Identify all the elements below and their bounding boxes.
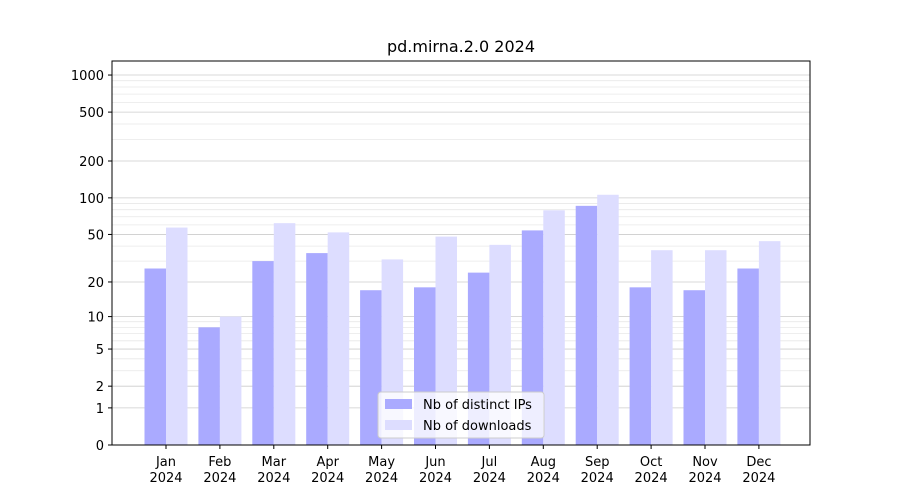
bar-distinct-ips bbox=[575, 205, 598, 445]
x-tick-label-month: Feb bbox=[208, 455, 231, 470]
x-tick-label-year: 2024 bbox=[688, 471, 721, 486]
x-tick-label-year: 2024 bbox=[581, 471, 614, 486]
bar-downloads bbox=[273, 223, 296, 445]
bar-distinct-ips bbox=[252, 261, 274, 445]
y-tick-label: 20 bbox=[87, 276, 104, 291]
bar-distinct-ips bbox=[306, 253, 328, 445]
x-tick-label-month: Jan bbox=[155, 455, 176, 470]
bars bbox=[144, 194, 781, 445]
y-tick-label: 200 bbox=[79, 155, 104, 170]
x-tick-label-month: Aug bbox=[531, 455, 556, 470]
bar-distinct-ips bbox=[144, 268, 166, 445]
x-tick-label-month: Mar bbox=[262, 455, 287, 470]
chart-title: pd.mirna.2.0 2024 bbox=[387, 37, 535, 56]
y-tick-label: 50 bbox=[87, 228, 104, 243]
y-tick-label: 2 bbox=[96, 380, 104, 395]
x-tick-label-month: Nov bbox=[692, 455, 718, 470]
bar-downloads bbox=[597, 194, 619, 445]
plot-frame bbox=[111, 60, 811, 446]
bar-downloads bbox=[166, 227, 188, 445]
bar-downloads bbox=[705, 250, 727, 445]
x-tick-label-year: 2024 bbox=[365, 471, 398, 486]
bar-distinct-ips bbox=[629, 287, 652, 445]
legend: Nb of distinct IPs Nb of downloads bbox=[377, 391, 545, 439]
legend-label-downloads: Nb of downloads bbox=[423, 419, 532, 434]
x-tick-label-month: Jun bbox=[424, 455, 445, 470]
y-axis: 0 1 2 5 10 20 50 100 200 500 1000 bbox=[71, 69, 112, 454]
bar-distinct-ips bbox=[521, 230, 544, 445]
x-axis: Jan2024Feb2024Mar2024Apr2024May2024Jun20… bbox=[149, 445, 775, 486]
y-tick-label: 0 bbox=[96, 439, 104, 454]
x-tick-label-month: Dec bbox=[746, 455, 771, 470]
x-tick-label-year: 2024 bbox=[419, 471, 452, 486]
bar-distinct-ips bbox=[737, 268, 759, 445]
bar-downloads bbox=[219, 316, 242, 445]
x-tick-label-year: 2024 bbox=[203, 471, 236, 486]
x-tick-label-month: Oct bbox=[640, 455, 662, 470]
y-tick-label: 10 bbox=[87, 311, 104, 326]
bar-downloads bbox=[758, 241, 781, 445]
x-tick-label-month: Sep bbox=[585, 455, 610, 470]
x-tick-label-year: 2024 bbox=[149, 471, 182, 486]
bar-downloads bbox=[543, 210, 565, 445]
x-tick-label-month: Jul bbox=[481, 455, 498, 470]
y-tick-label: 500 bbox=[79, 106, 104, 121]
bar-distinct-ips bbox=[683, 290, 705, 445]
bar-distinct-ips bbox=[360, 290, 382, 445]
x-tick-label-month: May bbox=[368, 455, 395, 470]
x-tick-label-year: 2024 bbox=[311, 471, 344, 486]
bar-distinct-ips bbox=[198, 327, 220, 445]
legend-label-distinct-ips: Nb of distinct IPs bbox=[423, 398, 532, 413]
y-tick-label: 1000 bbox=[71, 69, 104, 84]
legend-swatch-downloads bbox=[385, 420, 412, 430]
bar-downloads bbox=[327, 232, 350, 445]
bar-downloads bbox=[651, 250, 673, 445]
legend-swatch-distinct-ips bbox=[385, 399, 412, 409]
y-tick-label: 100 bbox=[79, 192, 104, 207]
x-tick-label-year: 2024 bbox=[527, 471, 560, 486]
y-tick-label: 5 bbox=[96, 343, 104, 358]
x-tick-label-month: Apr bbox=[316, 455, 339, 470]
x-tick-label-year: 2024 bbox=[473, 471, 506, 486]
x-tick-label-year: 2024 bbox=[742, 471, 775, 486]
x-tick-label-year: 2024 bbox=[257, 471, 290, 486]
x-tick-label-year: 2024 bbox=[635, 471, 668, 486]
y-tick-label: 1 bbox=[96, 402, 104, 417]
legend-box bbox=[377, 391, 545, 439]
